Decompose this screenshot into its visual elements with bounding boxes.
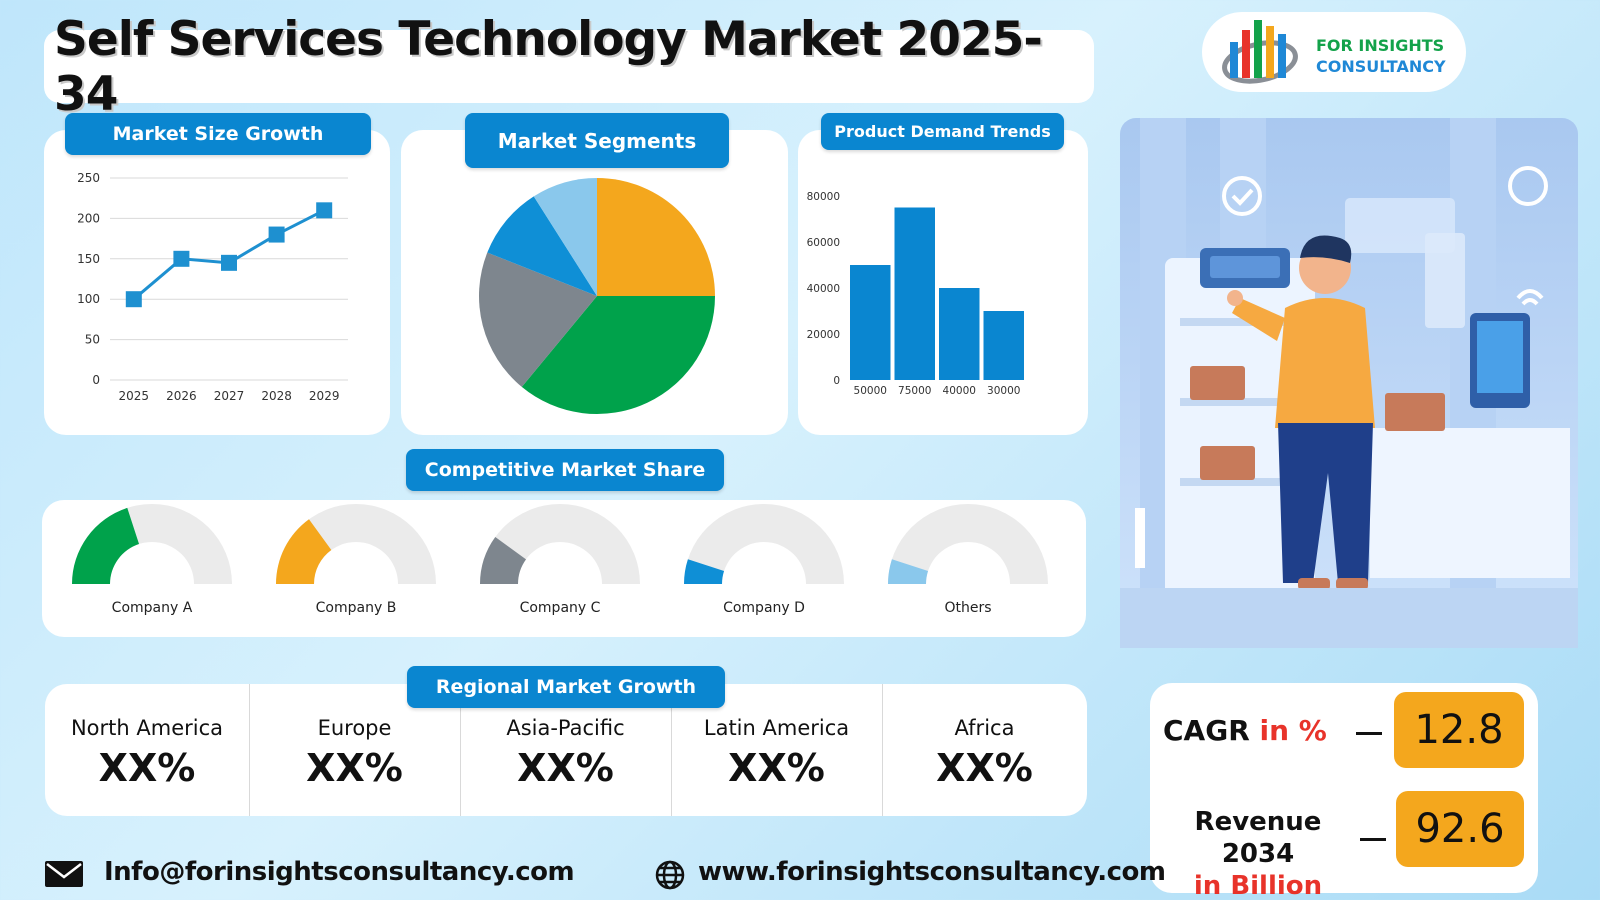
region-name: Asia-Pacific — [506, 716, 625, 740]
title-banner — [44, 30, 1094, 103]
logo-line-1: FOR INSIGHTS — [1316, 36, 1445, 55]
bar — [939, 288, 980, 380]
region-europe: Europe XX% — [249, 684, 460, 816]
demand-trends-bar-chart: 0 20000 40000 60000 80000 50000 75000 40000 3000… — [798, 180, 1088, 420]
footer-website[interactable]: www.forinsightsconsultancy.com — [698, 857, 1166, 887]
bar — [983, 311, 1024, 380]
gauge-fill — [480, 536, 527, 584]
x-tick-label: 50000 — [854, 385, 887, 397]
logo-text: FOR INSIGHTS CONSULTANCY — [1316, 35, 1466, 77]
region-value: XX% — [936, 746, 1033, 790]
revenue-label-text: Revenue 2034 — [1194, 807, 1322, 869]
pie-slice — [479, 252, 597, 387]
pie-slice — [533, 178, 597, 296]
market-size-card — [44, 130, 390, 435]
footer-email[interactable]: Info@forinsightsconsultancy.com — [104, 857, 575, 887]
gauge-label: Company B — [316, 600, 397, 616]
cagr-unit: in % — [1259, 714, 1327, 747]
gauge-fill — [684, 559, 725, 584]
x-tick-label: 75000 — [898, 385, 931, 397]
region-asia-pacific: Asia-Pacific XX% — [460, 684, 671, 816]
x-tick-label: 2029 — [309, 389, 340, 403]
x-tick-label: 2028 — [261, 389, 292, 403]
revenue-value: 92.6 — [1396, 791, 1524, 867]
pie-slice — [597, 178, 715, 296]
cagr-value: 12.8 — [1394, 692, 1524, 768]
region-divider — [249, 684, 250, 816]
market-size-title: Market Size Growth — [65, 113, 371, 155]
gauge-label: Company C — [520, 600, 601, 616]
region-divider — [460, 684, 461, 816]
bar-chart-globe-logo — [1218, 16, 1308, 88]
region-value: XX% — [517, 746, 614, 790]
data-point — [268, 226, 285, 243]
cagr-label-text: CAGR — [1163, 714, 1250, 747]
person-at-self-service-kiosk-illustration — [1120, 118, 1578, 648]
y-tick-label: 80000 — [807, 191, 840, 203]
y-tick-label: 0 — [833, 375, 840, 387]
region-latin-america: Latin America XX% — [671, 684, 882, 816]
region-name: Europe — [317, 716, 392, 740]
region-divider — [671, 684, 672, 816]
competitive-share-title: Competitive Market Share — [406, 449, 724, 491]
series-line — [132, 208, 325, 301]
region-value: XX% — [306, 746, 403, 790]
data-point — [125, 291, 142, 308]
x-tick-label: 30000 — [987, 385, 1020, 397]
revenue-label: Revenue 2034 in Billion — [1160, 806, 1356, 900]
market-segments-pie-chart — [401, 170, 788, 425]
y-tick-label: 150 — [77, 252, 100, 266]
gauge-fill — [276, 519, 332, 584]
y-tick-label: 0 — [92, 373, 100, 387]
demand-trends-card — [798, 130, 1088, 435]
y-tick-label: 250 — [77, 171, 100, 185]
market-segments-title: Market Segments — [465, 113, 729, 168]
y-tick-label: 200 — [77, 211, 100, 225]
gauge-fill — [888, 559, 929, 584]
y-tick-label: 20000 — [807, 329, 840, 341]
gauge-fill — [72, 507, 140, 584]
region-name: Africa — [954, 716, 1015, 740]
y-tick-label: 50 — [85, 333, 100, 347]
demand-trends-title: Product Demand Trends — [821, 113, 1064, 150]
cagr-label: CAGR in % — [1163, 714, 1327, 747]
region-north-america: North America XX% — [45, 684, 249, 816]
pie-slice — [521, 296, 715, 414]
region-value: XX% — [98, 746, 196, 790]
revenue-unit: in Billion — [1193, 871, 1323, 900]
pie-slice — [487, 196, 597, 296]
y-tick-label: 100 — [77, 292, 100, 306]
revenue-dash — [1360, 838, 1386, 841]
cagr-dash — [1356, 732, 1382, 735]
gauge-track — [684, 504, 844, 584]
x-tick-label: 2025 — [119, 389, 150, 403]
x-tick-label: 2027 — [214, 389, 245, 403]
gauge-label: Others — [944, 600, 991, 616]
logo-line-2: CONSULTANCY — [1316, 57, 1446, 76]
region-value: XX% — [728, 746, 825, 790]
gauge-track — [888, 504, 1048, 584]
bar — [850, 265, 891, 380]
x-tick-label: 2026 — [166, 389, 197, 403]
data-point — [173, 250, 190, 267]
x-tick-label: 40000 — [943, 385, 976, 397]
gauge-label: Company A — [112, 600, 193, 616]
market-size-line-chart: 0 50 100 150 200 250 2025 2026 2027 2028 2029 — [44, 160, 390, 415]
envelope-icon — [44, 860, 84, 888]
regional-growth-title: Regional Market Growth — [407, 666, 725, 708]
y-tick-label: 60000 — [807, 237, 840, 249]
bar — [894, 207, 935, 380]
data-point — [316, 202, 333, 219]
y-tick-label: 40000 — [807, 283, 840, 295]
data-point — [221, 254, 237, 271]
region-africa: Africa XX% — [882, 684, 1087, 816]
page-title: Self Services Technology Market 2025-34 — [54, 11, 1043, 122]
region-name: North America — [70, 716, 224, 740]
gauge-label: Company D — [723, 600, 805, 616]
region-name: Latin America — [703, 716, 850, 740]
globe-icon — [654, 859, 686, 891]
region-divider — [882, 684, 883, 816]
competitive-share-gauges: Company A Company B Company C Company D Othe… — [42, 500, 1086, 637]
